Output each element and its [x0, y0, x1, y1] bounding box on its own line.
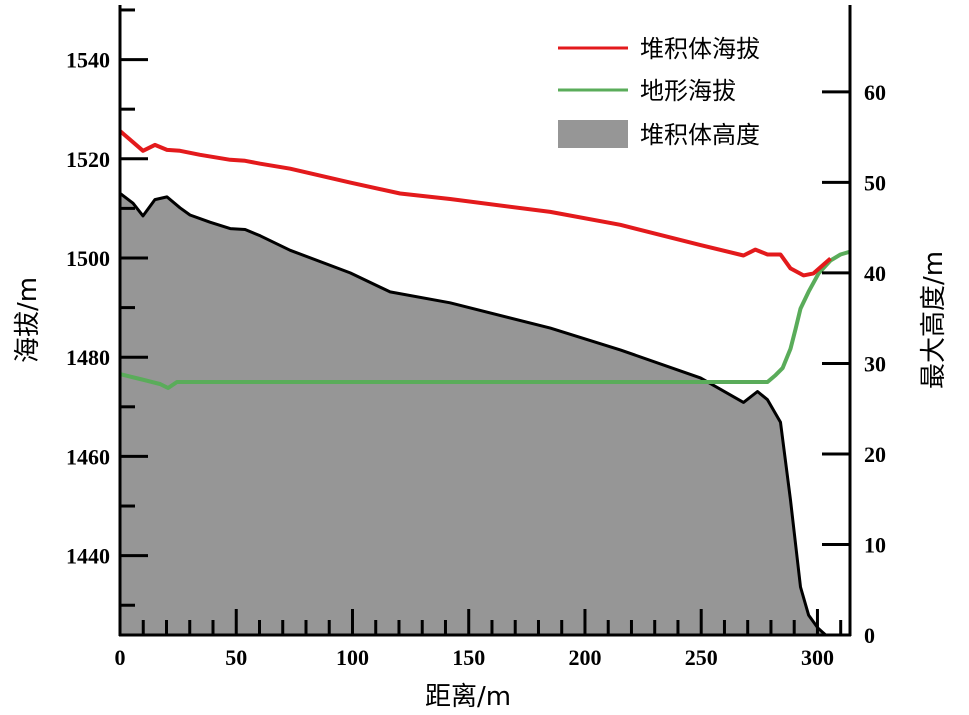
y2-tick-label: 10	[864, 532, 886, 557]
area-fill-2	[120, 193, 826, 636]
y2-tick-label: 60	[864, 80, 886, 105]
series-line-0	[118, 129, 832, 278]
legend-label-2: 堆积体高度	[640, 121, 760, 149]
y2-tick-label: 50	[864, 170, 886, 195]
y-axis-label: 海拔/m	[13, 277, 43, 363]
y-tick-label: 1480	[66, 345, 110, 370]
legend: 堆积体海拔 地形海拔 堆积体高度	[558, 35, 760, 149]
area-outline-2	[119, 192, 827, 637]
x-tick-label: 200	[568, 645, 601, 670]
x-tick-label: 150	[452, 645, 485, 670]
x-tick-label: 100	[336, 645, 369, 670]
x-tick-label: 50	[225, 645, 247, 670]
x-tick-label: 300	[801, 645, 834, 670]
x-tick-label: 0	[115, 645, 126, 670]
series-line-1	[119, 249, 852, 390]
legend-label-1: 地形海拔	[640, 77, 736, 105]
area-layer	[119, 192, 827, 637]
legend-label-0: 堆积体海拔	[640, 35, 760, 63]
axes: 0 50 100 150 200 250 3001440146014801500152015…	[66, 5, 886, 670]
y-tick-label: 1460	[66, 444, 110, 469]
y-tick-label: 1540	[66, 48, 110, 73]
y2-tick-label: 20	[864, 442, 886, 467]
x-tick-label: 250	[685, 645, 718, 670]
y2-tick-label: 40	[864, 261, 886, 286]
x-axis-label: 距离/m	[425, 682, 511, 712]
y-tick-label: 1440	[66, 544, 110, 569]
legend-swatch-2	[558, 120, 628, 148]
y-tick-label: 1520	[66, 147, 110, 172]
y2-tick-label: 30	[864, 351, 886, 376]
y2-tick-label: 0	[864, 623, 875, 648]
y2-axis-label: 最大高度/m	[919, 251, 949, 389]
line-layer	[118, 129, 852, 390]
y-tick-label: 1500	[66, 246, 110, 271]
